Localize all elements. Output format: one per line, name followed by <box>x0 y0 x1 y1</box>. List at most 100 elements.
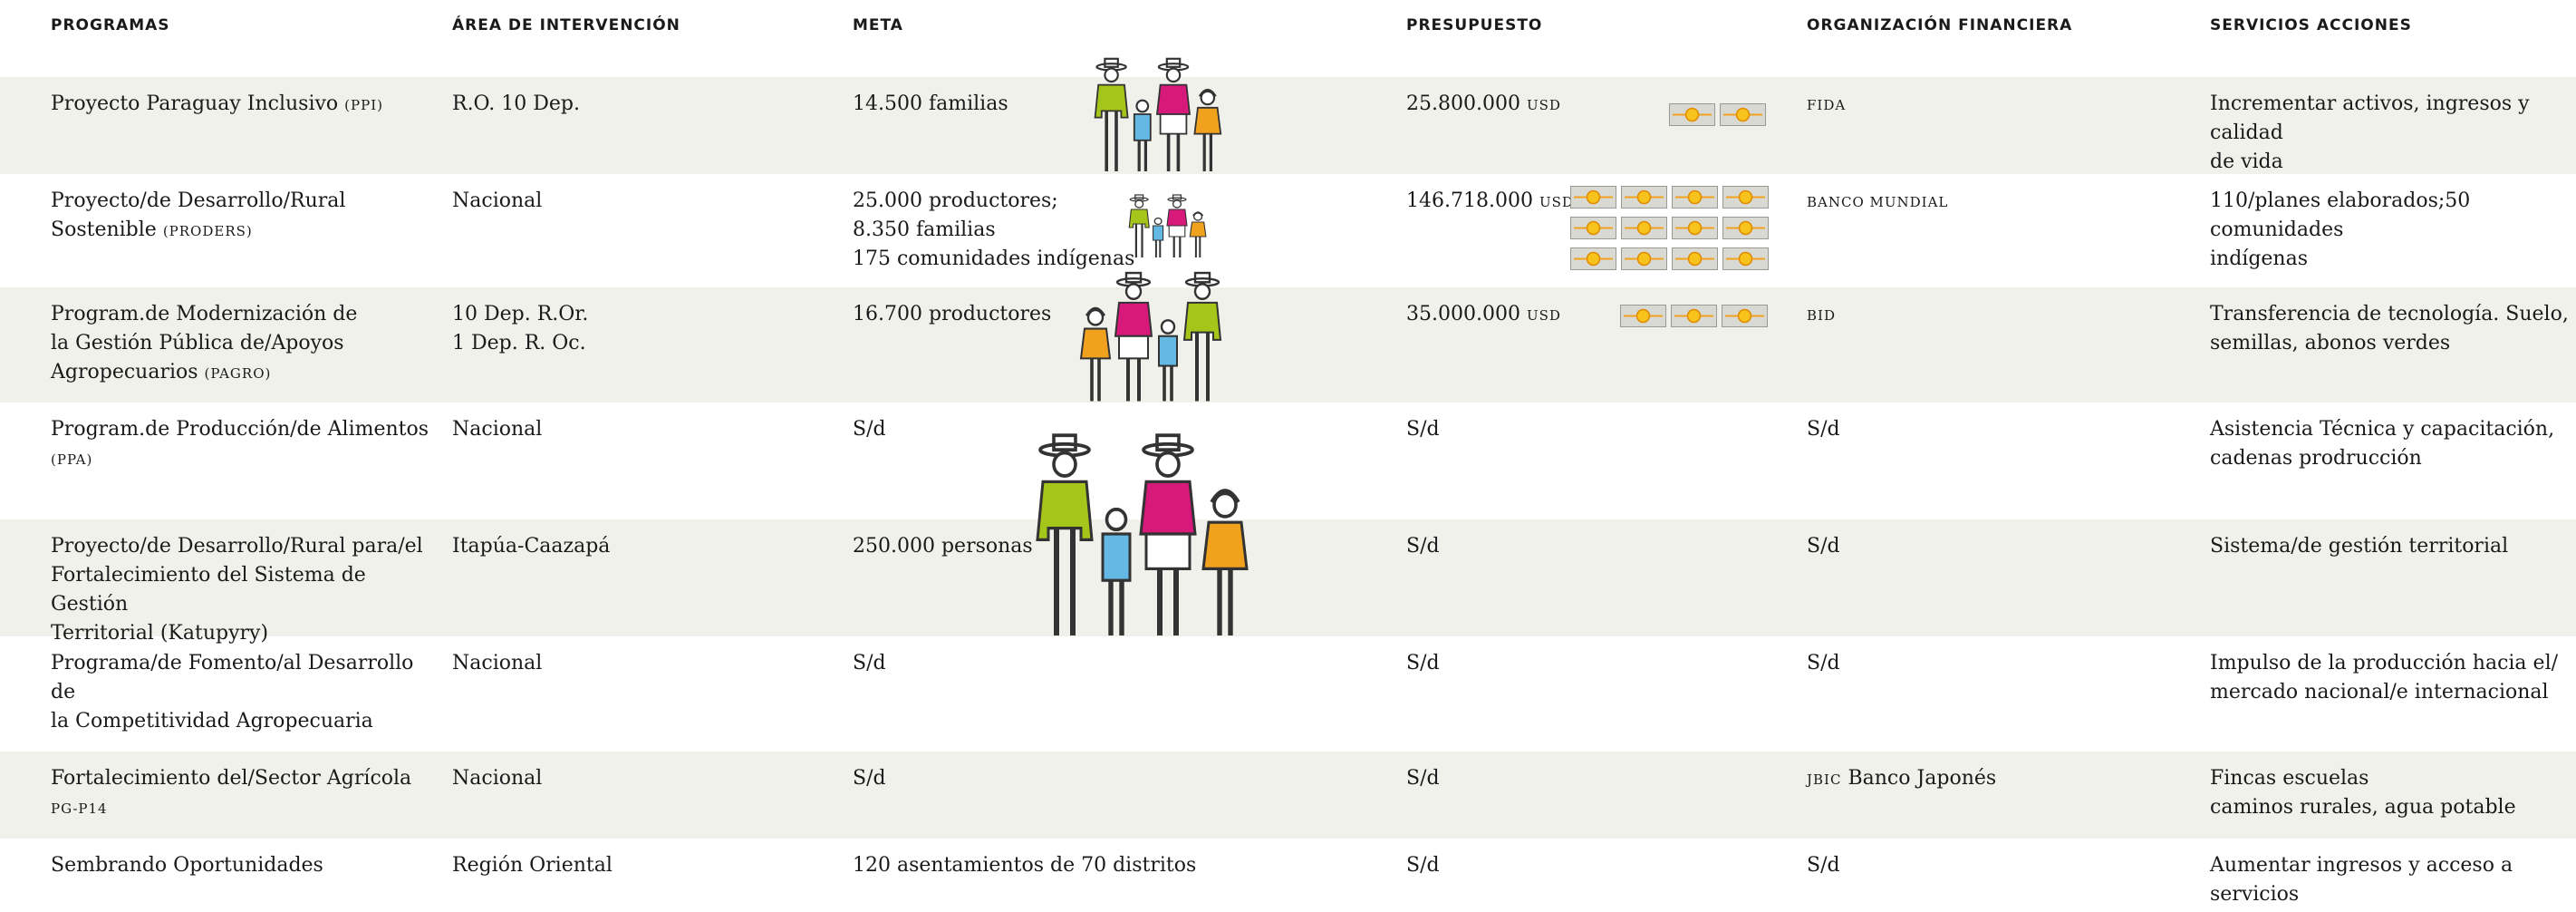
servicios-line: caminos rurales, agua potable <box>2210 796 2516 819</box>
meta-line: S/d <box>853 767 886 790</box>
budget-amount: S/d <box>1406 418 1440 441</box>
budget-amount: S/d <box>1406 767 1440 790</box>
servicios-cell: Sistema/de gestión territorial <box>2210 532 2572 561</box>
servicios-line: Sistema/de gestión territorial <box>2210 535 2509 558</box>
programa-line: Fortalecimiento del/Sector Agrícola PG-P… <box>51 767 412 817</box>
meta-line: S/d <box>853 652 886 674</box>
servicios-cell: Asistencia Técnica y capacitación, cadena… <box>2210 415 2572 473</box>
programa-cell: Proyecto/de Desarrollo/Rural Sostenible (… <box>51 187 431 246</box>
meta-line: 120 asentamientos de 70 distritos <box>853 854 1197 877</box>
area-cell: Nacional <box>452 187 833 216</box>
area-cell: Región Oriental <box>452 851 833 880</box>
budget-amount: 35.000.000 <box>1406 303 1520 325</box>
area-line: 10 Dep. R.Or. <box>452 303 589 325</box>
servicios-cell: Fincas escuelas caminos rurales, agua pot… <box>2210 764 2572 822</box>
area-line: R.O. 10 Dep. <box>452 92 581 115</box>
column-header: META <box>853 16 903 34</box>
organization-acronym: JBIC <box>1807 771 1842 788</box>
table-row: Proyecto/de Desarrollo/Rural Sostenible (… <box>0 174 2576 287</box>
meta-cell: S/d <box>853 764 1378 793</box>
programa-cell: Program.de Producción/de Alimentos (PPA) <box>51 415 431 474</box>
presupuesto-cell: S/d <box>1406 532 1769 561</box>
programa-cell: Programa/de Fomento/al Desarrollo de la C… <box>51 649 431 736</box>
servicios-line: Asistencia Técnica y capacitación, <box>2210 418 2555 441</box>
organizacion-cell: JBIC Banco Japonés <box>1807 764 2187 794</box>
programa-cell: Proyecto Paraguay Inclusivo (PPI) <box>51 90 431 120</box>
table-row: Sembrando Oportunidades Región Oriental 12… <box>0 839 2576 912</box>
presupuesto-cell: S/d <box>1406 851 1769 880</box>
column-header: PROGRAMAS <box>51 16 170 34</box>
budget-unit: USD <box>1526 307 1561 324</box>
programa-line: Proyecto/de Desarrollo/Rural <box>51 189 346 212</box>
budget-amount: S/d <box>1406 535 1440 558</box>
area-cell: 10 Dep. R.Or. 1 Dep. R. Oc. <box>452 300 833 358</box>
budget-amount: S/d <box>1406 652 1440 674</box>
organizacion-cell: S/d <box>1807 649 2187 678</box>
meta-line: 175 comunidades indígenas <box>853 247 1135 270</box>
servicios-line: indígenas <box>2210 247 2309 270</box>
programa-line: Agropecuarios (PAGRO) <box>51 361 272 383</box>
programa-line: Program.de Producción/de Alimentos (PPA) <box>51 418 429 468</box>
servicios-cell: Aumentar ingresos y acceso a servicios <box>2210 851 2572 909</box>
meta-line: 25.000 productores; <box>853 189 1058 212</box>
programa-cell: Sembrando Oportunidades <box>51 851 431 880</box>
program-acronym: (PRODERS) <box>162 223 253 239</box>
programa-line: Proyecto Paraguay Inclusivo (PPI) <box>51 92 383 115</box>
programa-line: Program.de Modernización de <box>51 303 358 325</box>
programa-line: la Gestión Pública de/Apoyos <box>51 332 344 354</box>
meta-cell: 120 asentamientos de 70 distritos <box>853 851 1378 880</box>
servicios-line: Incrementar activos, ingresos y calidad <box>2210 92 2530 144</box>
meta-line: 16.700 productores <box>853 303 1052 325</box>
column-header: PRESUPUESTO <box>1406 16 1543 34</box>
programa-line: la Competitividad Agropecuaria <box>51 710 373 733</box>
organizacion-cell: S/d <box>1807 851 2187 880</box>
meta-cell: 25.000 productores; 8.350 familias 175 com… <box>853 187 1378 274</box>
area-cell: Nacional <box>452 649 833 678</box>
area-line: Itapúa-Caazapá <box>452 535 611 558</box>
meta-line: 250.000 personas <box>853 535 1033 558</box>
servicios-line: Aumentar ingresos y acceso a servicios <box>2210 854 2513 906</box>
budget-amount: 146.718.000 <box>1406 189 1533 212</box>
servicios-line: semillas, abonos verdes <box>2210 332 2451 354</box>
area-cell: Itapúa-Caazapá <box>452 532 833 561</box>
area-line: Nacional <box>452 418 543 441</box>
organization-acronym: BANCO MUNDIAL <box>1807 194 1949 210</box>
servicios-line: Fincas escuelas <box>2210 767 2369 790</box>
table-row: Program.de Modernización de la Gestión Pú… <box>0 287 2576 403</box>
programa-cell: Program.de Modernización de la Gestión Pú… <box>51 300 431 388</box>
meta-cell: 14.500 familias <box>853 90 1378 119</box>
organization-name: Banco Japonés <box>1848 767 1997 790</box>
organizacion-cell: BID <box>1807 300 2187 330</box>
organization-name: S/d <box>1807 418 1840 441</box>
programa-line: Sembrando Oportunidades <box>51 854 323 877</box>
area-line: Nacional <box>452 767 543 790</box>
organizacion-cell: S/d <box>1807 532 2187 561</box>
column-header: ORGANIZACIÓN FINANCIERA <box>1807 16 2073 34</box>
program-acronym: (PPI) <box>344 97 383 113</box>
meta-cell: 250.000 personas <box>853 532 1378 561</box>
presupuesto-cell: 146.718.000 USD <box>1406 187 1769 217</box>
column-header: SERVICIOS ACCIONES <box>2210 16 2412 34</box>
table-row: Proyecto Paraguay Inclusivo (PPI) R.O. 10… <box>0 77 2576 174</box>
organizacion-cell: S/d <box>1807 415 2187 444</box>
organizacion-cell: BANCO MUNDIAL <box>1807 187 2187 217</box>
column-header: ÁREA DE INTERVENCIÓN <box>452 16 680 34</box>
presupuesto-cell: 35.000.000 USD <box>1406 300 1769 330</box>
programa-cell: Fortalecimiento del/Sector Agrícola PG-P… <box>51 764 431 823</box>
programa-line: Fortalecimiento del Sistema de Gestión <box>51 564 366 616</box>
servicios-line: Transferencia de tecnología. Suelo, <box>2210 303 2569 325</box>
servicios-cell: Transferencia de tecnología. Suelo, semil… <box>2210 300 2572 358</box>
meta-cell: S/d <box>853 415 1378 444</box>
area-line: Nacional <box>452 189 543 212</box>
servicios-cell: Incrementar activos, ingresos y calidad d… <box>2210 90 2572 177</box>
meta-line: 8.350 familias <box>853 218 996 241</box>
presupuesto-cell: 25.800.000 USD <box>1406 90 1769 120</box>
meta-cell: S/d <box>853 649 1378 678</box>
area-cell: Nacional <box>452 415 833 444</box>
area-cell: Nacional <box>452 764 833 793</box>
servicios-cell: Impulso de la producción hacia el/mercad… <box>2210 649 2572 707</box>
budget-amount: 25.800.000 <box>1406 92 1520 115</box>
programa-line: Territorial (Katupyry) <box>51 622 269 645</box>
servicios-line: 110/planes elaborados;50 comunidades <box>2210 189 2471 241</box>
table-row: Fortalecimiento del/Sector Agrícola PG-P… <box>0 752 2576 839</box>
